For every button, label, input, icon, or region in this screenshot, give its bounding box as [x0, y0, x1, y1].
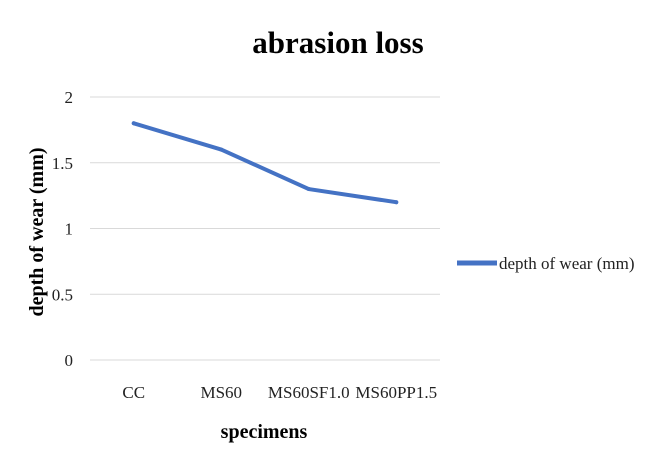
legend-label: depth of wear (mm): [499, 254, 634, 273]
x-axis-ticks: CC MS60 MS60SF1.0 MS60PP1.5: [122, 383, 437, 402]
legend: depth of wear (mm): [457, 254, 634, 273]
series-line: [131, 121, 399, 205]
y-axis-ticks: 0 0.5 1 1.5 2: [52, 88, 73, 370]
x-tick-label: MS60: [200, 383, 242, 402]
y-tick-label: 1.5: [52, 154, 73, 173]
y-tick-label: 2: [65, 88, 74, 107]
x-tick-label: CC: [122, 383, 145, 402]
data-point: [394, 200, 399, 205]
data-point: [131, 121, 136, 126]
data-point: [219, 147, 224, 152]
gridlines: [90, 96, 440, 361]
series-group: [131, 121, 399, 205]
y-axis-label: depth of wear (mm): [26, 147, 48, 316]
y-tick-label: 0: [65, 351, 74, 370]
x-tick-label: MS60SF1.0: [268, 383, 350, 402]
data-point: [306, 187, 311, 192]
x-tick-label: MS60PP1.5: [355, 383, 437, 402]
y-tick-label: 0.5: [52, 285, 73, 304]
x-axis-label: specimens: [221, 421, 308, 443]
chart-title: abrasion loss: [252, 25, 423, 60]
y-tick-label: 1: [65, 220, 74, 239]
